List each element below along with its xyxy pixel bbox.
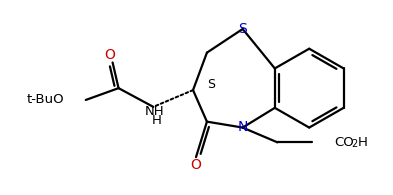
Text: S: S [238, 22, 247, 36]
Text: 2: 2 [351, 139, 357, 149]
Text: t-BuO: t-BuO [26, 93, 64, 106]
Text: CO: CO [334, 136, 354, 149]
Text: H: H [151, 114, 161, 127]
Text: NH: NH [145, 105, 164, 118]
Text: O: O [104, 48, 115, 62]
Text: S: S [207, 78, 215, 91]
Text: H: H [358, 136, 368, 149]
Text: O: O [191, 158, 202, 172]
Text: N: N [237, 120, 248, 134]
